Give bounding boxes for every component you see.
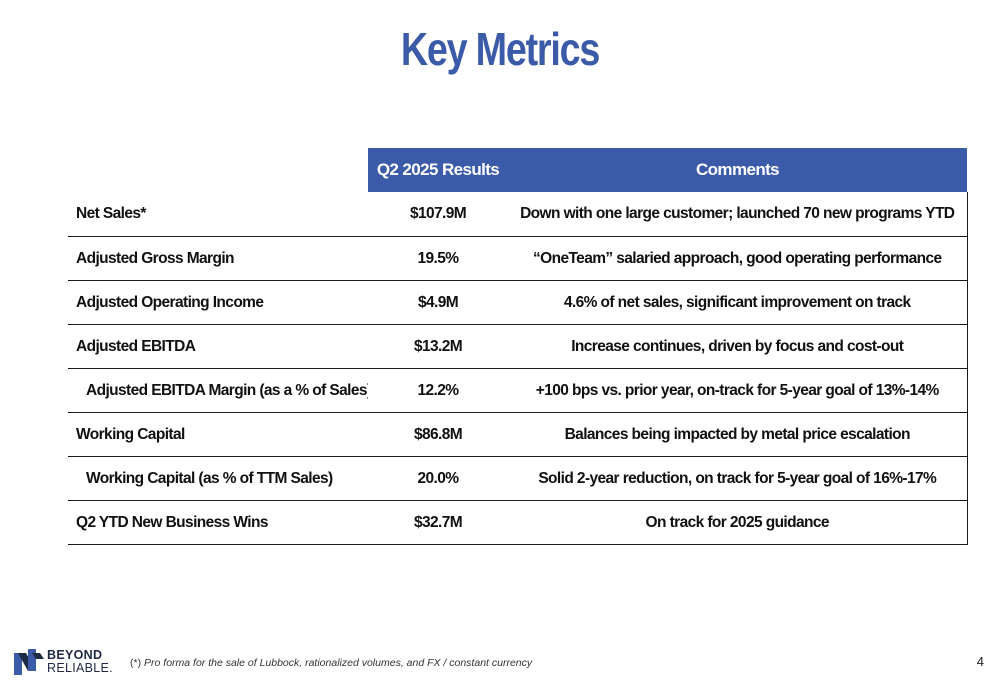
- footnote: (*) Pro forma for the sale of Lubbock, r…: [130, 657, 532, 669]
- table-row: Adjusted EBITDA Margin (as a % of Sales)…: [68, 368, 968, 413]
- table-row: Adjusted Operating Income $4.9M 4.6% of …: [68, 280, 968, 325]
- table-header-row: Q2 2025 Results Comments: [68, 148, 967, 192]
- metric-value: $13.2M: [368, 324, 508, 369]
- metric-comment: Balances being impacted by metal price e…: [508, 412, 968, 457]
- page-number: 4: [976, 654, 984, 669]
- table-row: Working Capital $86.8M Balances being im…: [68, 412, 968, 457]
- header-comments: Comments: [508, 148, 967, 192]
- metric-comment: On track for 2025 guidance: [508, 500, 968, 545]
- table-row: Adjusted EBITDA $13.2M Increase continue…: [68, 324, 968, 369]
- metric-label: Net Sales*: [68, 192, 368, 237]
- beyond-reliable-logo-icon: [14, 649, 44, 675]
- metric-comment: Down with one large customer; launched 7…: [508, 192, 968, 237]
- logo-text-reliable: RELIABLE.: [47, 661, 113, 675]
- metric-value: $4.9M: [368, 280, 508, 325]
- table-row: Q2 YTD New Business Wins $32.7M On track…: [68, 500, 968, 545]
- metric-value: $86.8M: [368, 412, 508, 457]
- metric-label: Working Capital (as % of TTM Sales): [68, 456, 368, 501]
- company-logo: BEYOND RELIABLE.: [14, 647, 120, 677]
- metric-label: Working Capital: [68, 412, 368, 457]
- metric-label: Adjusted Operating Income: [68, 280, 368, 325]
- metric-label: Q2 YTD New Business Wins: [68, 500, 368, 545]
- footnote-mark: (*): [130, 657, 142, 669]
- logo-text-beyond: BEYOND: [47, 648, 103, 662]
- metric-value: 12.2%: [368, 368, 508, 413]
- metric-value: 20.0%: [368, 456, 508, 501]
- metric-comment: “OneTeam” salaried approach, good operat…: [508, 236, 968, 281]
- header-blank-cell: [68, 148, 368, 192]
- key-metrics-table: Q2 2025 Results Comments Net Sales* $107…: [68, 148, 968, 545]
- metric-label: Adjusted Gross Margin: [68, 236, 368, 281]
- table-row: Working Capital (as % of TTM Sales) 20.0…: [68, 456, 968, 501]
- metric-comment: Solid 2-year reduction, on track for 5-y…: [508, 456, 968, 501]
- metric-value: $32.7M: [368, 500, 508, 545]
- metric-comment: 4.6% of net sales, significant improveme…: [508, 280, 968, 325]
- metric-label: Adjusted EBITDA Margin (as a % of Sales)…: [68, 368, 368, 413]
- page-title: Key Metrics: [400, 23, 600, 75]
- footnote-text: Pro forma for the sale of Lubbock, ratio…: [144, 657, 533, 669]
- metric-comment: +100 bps vs. prior year, on-track for 5-…: [508, 368, 968, 413]
- table-row: Adjusted Gross Margin 19.5% “OneTeam” sa…: [68, 236, 968, 281]
- table-row: Net Sales* $107.9M Down with one large c…: [68, 192, 968, 237]
- metric-value: $107.9M: [368, 192, 508, 237]
- metric-comment: Increase continues, driven by focus and …: [508, 324, 968, 369]
- header-results: Q2 2025 Results: [368, 148, 508, 192]
- metric-value: 19.5%: [368, 236, 508, 281]
- metric-label: Adjusted EBITDA: [68, 324, 368, 369]
